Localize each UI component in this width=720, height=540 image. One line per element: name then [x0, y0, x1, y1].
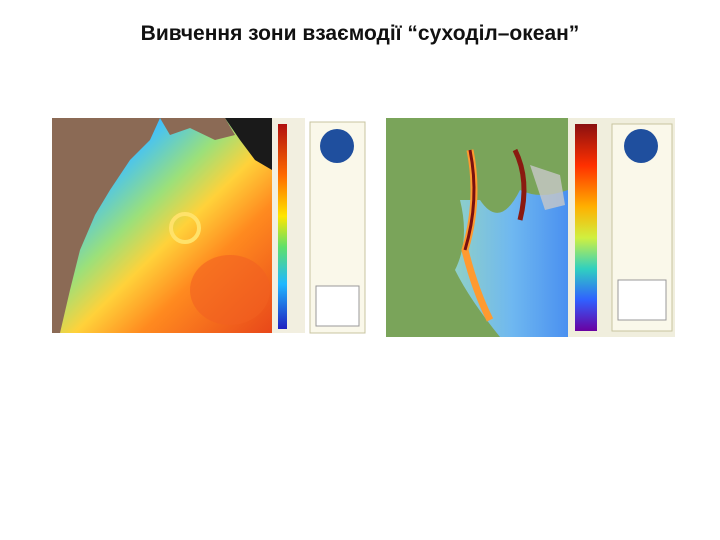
sst-map	[52, 118, 305, 333]
chlorophyll-map	[386, 118, 675, 337]
inset-map	[315, 285, 360, 327]
noaa-logo	[320, 129, 354, 163]
slide-title: Вивчення зони взаємодії “суходіл–океан”	[140, 22, 580, 45]
